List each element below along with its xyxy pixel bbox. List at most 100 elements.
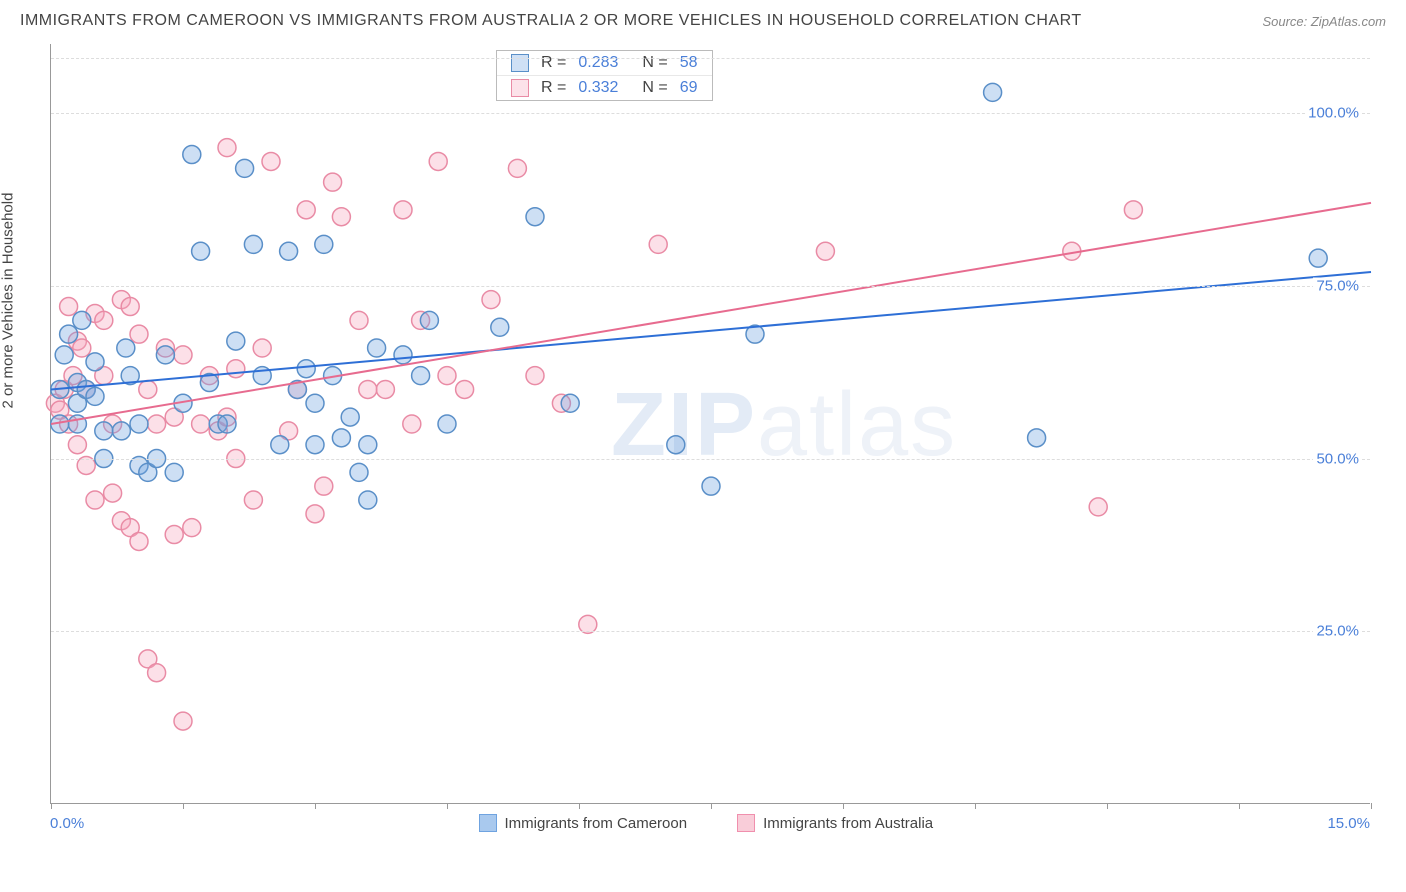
data-point [174,712,192,730]
legend-label: Immigrants from Cameroon [505,815,688,832]
data-point [667,436,685,454]
data-point [394,201,412,219]
data-point [60,298,78,316]
x-tick [1239,803,1240,809]
data-point [68,436,86,454]
data-point [192,242,210,260]
stat-n-label: N = [642,79,667,97]
data-point [429,152,447,170]
y-tick-label: 75.0% [1313,277,1362,294]
source-label: Source: ZipAtlas.com [1262,14,1386,29]
data-point [438,367,456,385]
data-point [438,415,456,433]
data-point [332,208,350,226]
chart-canvas [51,44,1370,803]
data-point [394,346,412,364]
x-min-label: 0.0% [50,815,84,832]
data-point [508,159,526,177]
data-point [104,484,122,502]
stat-n-label: N = [642,54,667,72]
data-point [244,235,262,253]
series-swatch [511,79,529,97]
data-point [112,422,130,440]
data-point [73,311,91,329]
x-max-label: 15.0% [1327,815,1370,832]
data-point [117,339,135,357]
data-point [306,436,324,454]
y-axis-title: 2 or more Vehicles in Household [0,193,17,409]
data-point [227,332,245,350]
data-point [315,235,333,253]
data-point [55,346,73,364]
data-point [156,346,174,364]
data-point [244,491,262,509]
data-point [1309,249,1327,267]
data-point [420,311,438,329]
data-point [456,380,474,398]
legend-item: Immigrants from Cameroon [479,814,688,832]
data-point [491,318,509,336]
stat-n-value: 58 [680,54,698,72]
data-point [1028,429,1046,447]
data-point [60,325,78,343]
data-point [86,491,104,509]
data-point [332,429,350,447]
data-point [165,526,183,544]
data-point [306,505,324,523]
stat-n-value: 69 [680,79,698,97]
data-point [297,360,315,378]
x-tick [51,803,52,809]
gridline [51,113,1370,114]
data-point [280,242,298,260]
data-point [526,208,544,226]
x-tick [447,803,448,809]
data-point [403,415,421,433]
data-point [526,367,544,385]
legend-swatch [737,814,755,832]
stat-r-label: R = [541,79,566,97]
stats-row: R = 0.283N = 58 [497,51,712,75]
data-point [253,339,271,357]
data-point [236,159,254,177]
data-point [130,532,148,550]
data-point [183,146,201,164]
legend-label: Immigrants from Australia [763,815,933,832]
y-tick-label: 50.0% [1313,450,1362,467]
data-point [73,339,91,357]
data-point [95,311,113,329]
data-point [192,415,210,433]
data-point [148,415,166,433]
x-tick [1107,803,1108,809]
x-tick [579,803,580,809]
gridline [51,58,1370,59]
scatter-plot: ZIPatlas R = 0.283N = 58R = 0.332N = 69 … [50,44,1370,804]
legend-swatch [479,814,497,832]
data-point [359,436,377,454]
data-point [297,201,315,219]
data-point [482,291,500,309]
data-point [183,519,201,537]
data-point [165,463,183,481]
data-point [368,339,386,357]
data-point [649,235,667,253]
x-tick [711,803,712,809]
gridline [51,631,1370,632]
data-point [359,380,377,398]
data-point [412,367,430,385]
series-swatch [511,54,529,72]
data-point [95,422,113,440]
data-point [139,380,157,398]
data-point [148,664,166,682]
trend-line [51,272,1371,389]
data-point [1124,201,1142,219]
x-tick [183,803,184,809]
data-point [702,477,720,495]
x-axis: 0.0% Immigrants from Cameroon Immigrants … [50,814,1370,832]
x-tick [843,803,844,809]
data-point [984,83,1002,101]
legend-item: Immigrants from Australia [737,814,933,832]
data-point [816,242,834,260]
data-point [86,353,104,371]
data-point [1089,498,1107,516]
x-tick [315,803,316,809]
